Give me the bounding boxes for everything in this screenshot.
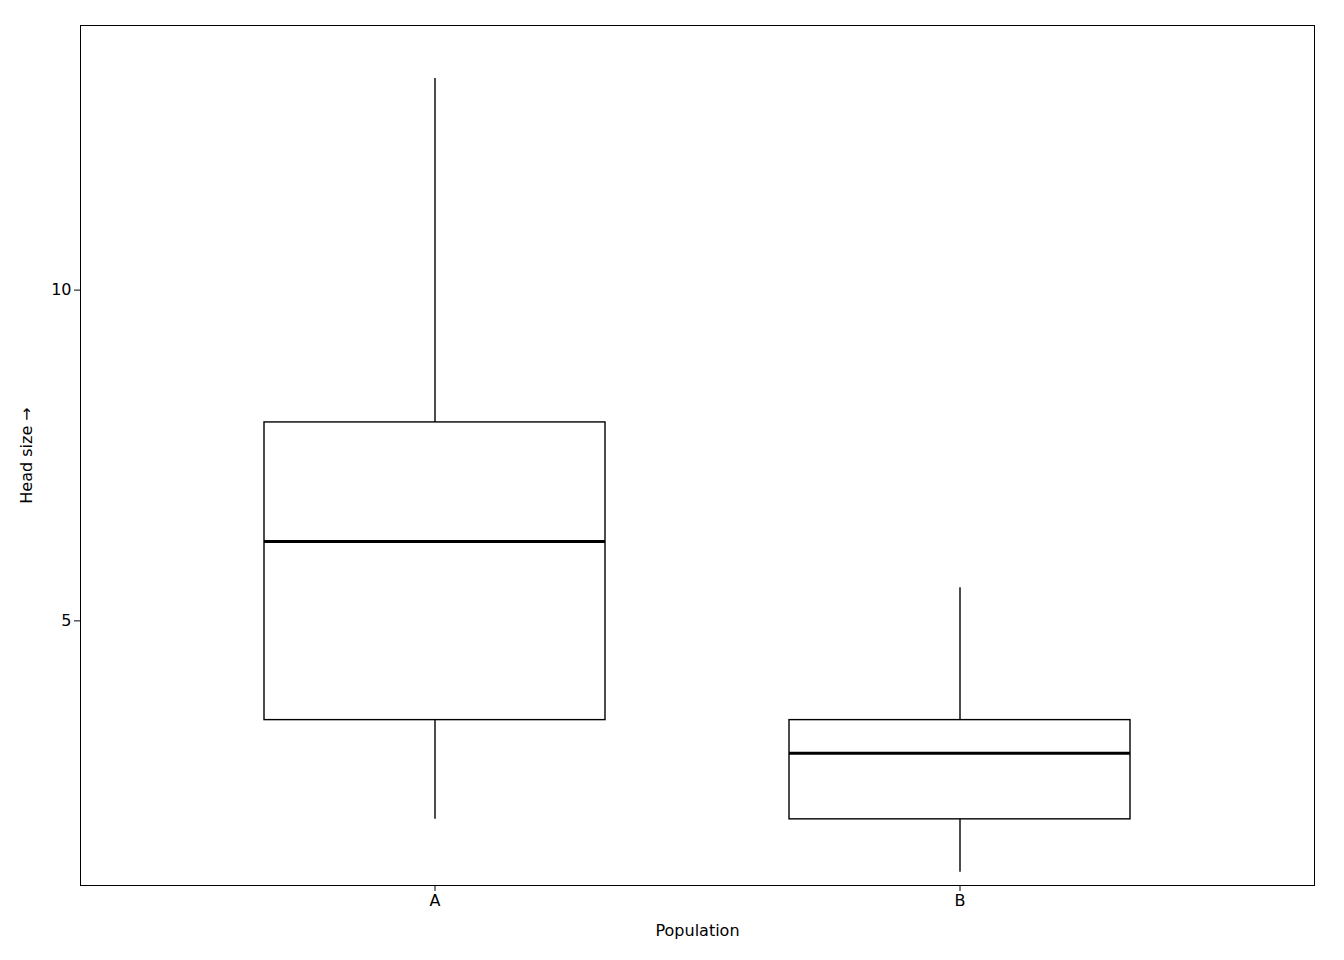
svg-text:10: 10: [51, 280, 71, 299]
svg-text:A: A: [430, 891, 441, 910]
svg-text:Head size →: Head size →: [17, 407, 36, 503]
svg-text:B: B: [955, 891, 966, 910]
svg-text:Population: Population: [655, 921, 739, 940]
svg-text:5: 5: [61, 611, 71, 630]
